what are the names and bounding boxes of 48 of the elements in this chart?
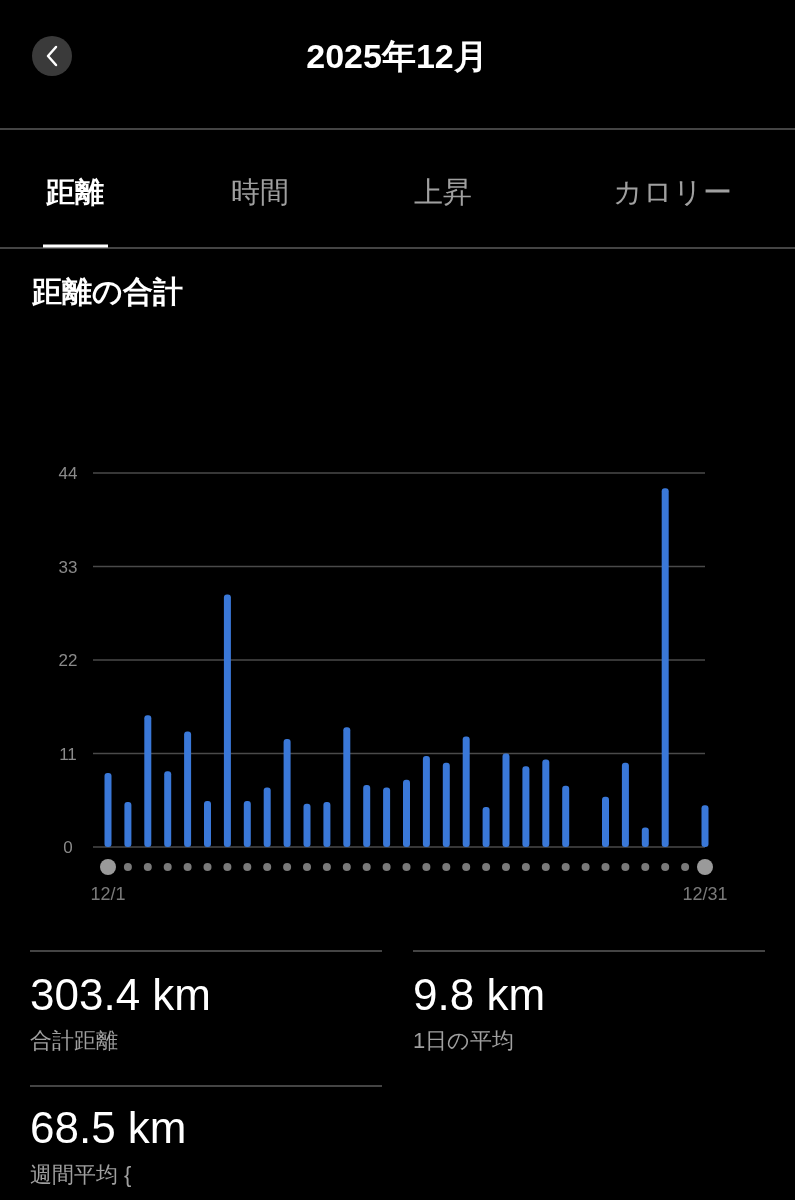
x-tick-label: 12/1 <box>90 884 126 904</box>
bar <box>363 784 371 847</box>
text: 時間 <box>231 176 289 208</box>
bar <box>661 488 669 847</box>
bar <box>283 739 291 847</box>
y-tick-label: 0 <box>63 838 73 857</box>
bar <box>701 805 709 847</box>
bar <box>422 756 430 847</box>
bar <box>462 736 470 847</box>
bar <box>144 715 152 847</box>
y-tick-label: 22 <box>58 651 78 670</box>
bar <box>184 731 192 847</box>
chart-subtitle: 2025年12月 <box>306 37 488 75</box>
bar <box>442 762 450 847</box>
bar <box>602 796 609 847</box>
bar <box>343 727 351 847</box>
bar <box>383 787 391 847</box>
y-tick-label: 11 <box>59 744 77 764</box>
text: 68.5 km <box>30 1103 187 1152</box>
text: 週間平均 { <box>30 1162 132 1187</box>
text: 距離 <box>45 176 104 208</box>
chart-title: 距離の合計 <box>31 275 183 308</box>
bar <box>502 753 510 847</box>
bar <box>243 801 251 847</box>
bar <box>204 801 211 847</box>
text: 303.4 km <box>30 970 211 1019</box>
bar <box>323 801 331 847</box>
bar <box>124 801 132 847</box>
bar <box>403 779 410 847</box>
text: 合計距離 <box>30 1028 118 1053</box>
bar <box>104 773 112 847</box>
y-tick-label: 33 <box>58 557 78 577</box>
bar <box>263 787 271 847</box>
y-tick-label: 44 <box>58 464 78 483</box>
text: 1日の平均 <box>413 1028 515 1053</box>
bar <box>641 827 649 847</box>
bar <box>621 762 629 847</box>
text: 9.8 km <box>413 970 546 1019</box>
bar <box>223 594 231 847</box>
text: 上昇 <box>414 176 472 208</box>
text: カロリー <box>612 176 732 208</box>
bar <box>164 771 172 847</box>
x-tick-label: 12/31 <box>682 884 728 904</box>
bar <box>303 803 311 847</box>
bar <box>562 785 570 847</box>
bar <box>542 759 550 847</box>
bar <box>482 807 490 847</box>
bar <box>522 766 530 847</box>
